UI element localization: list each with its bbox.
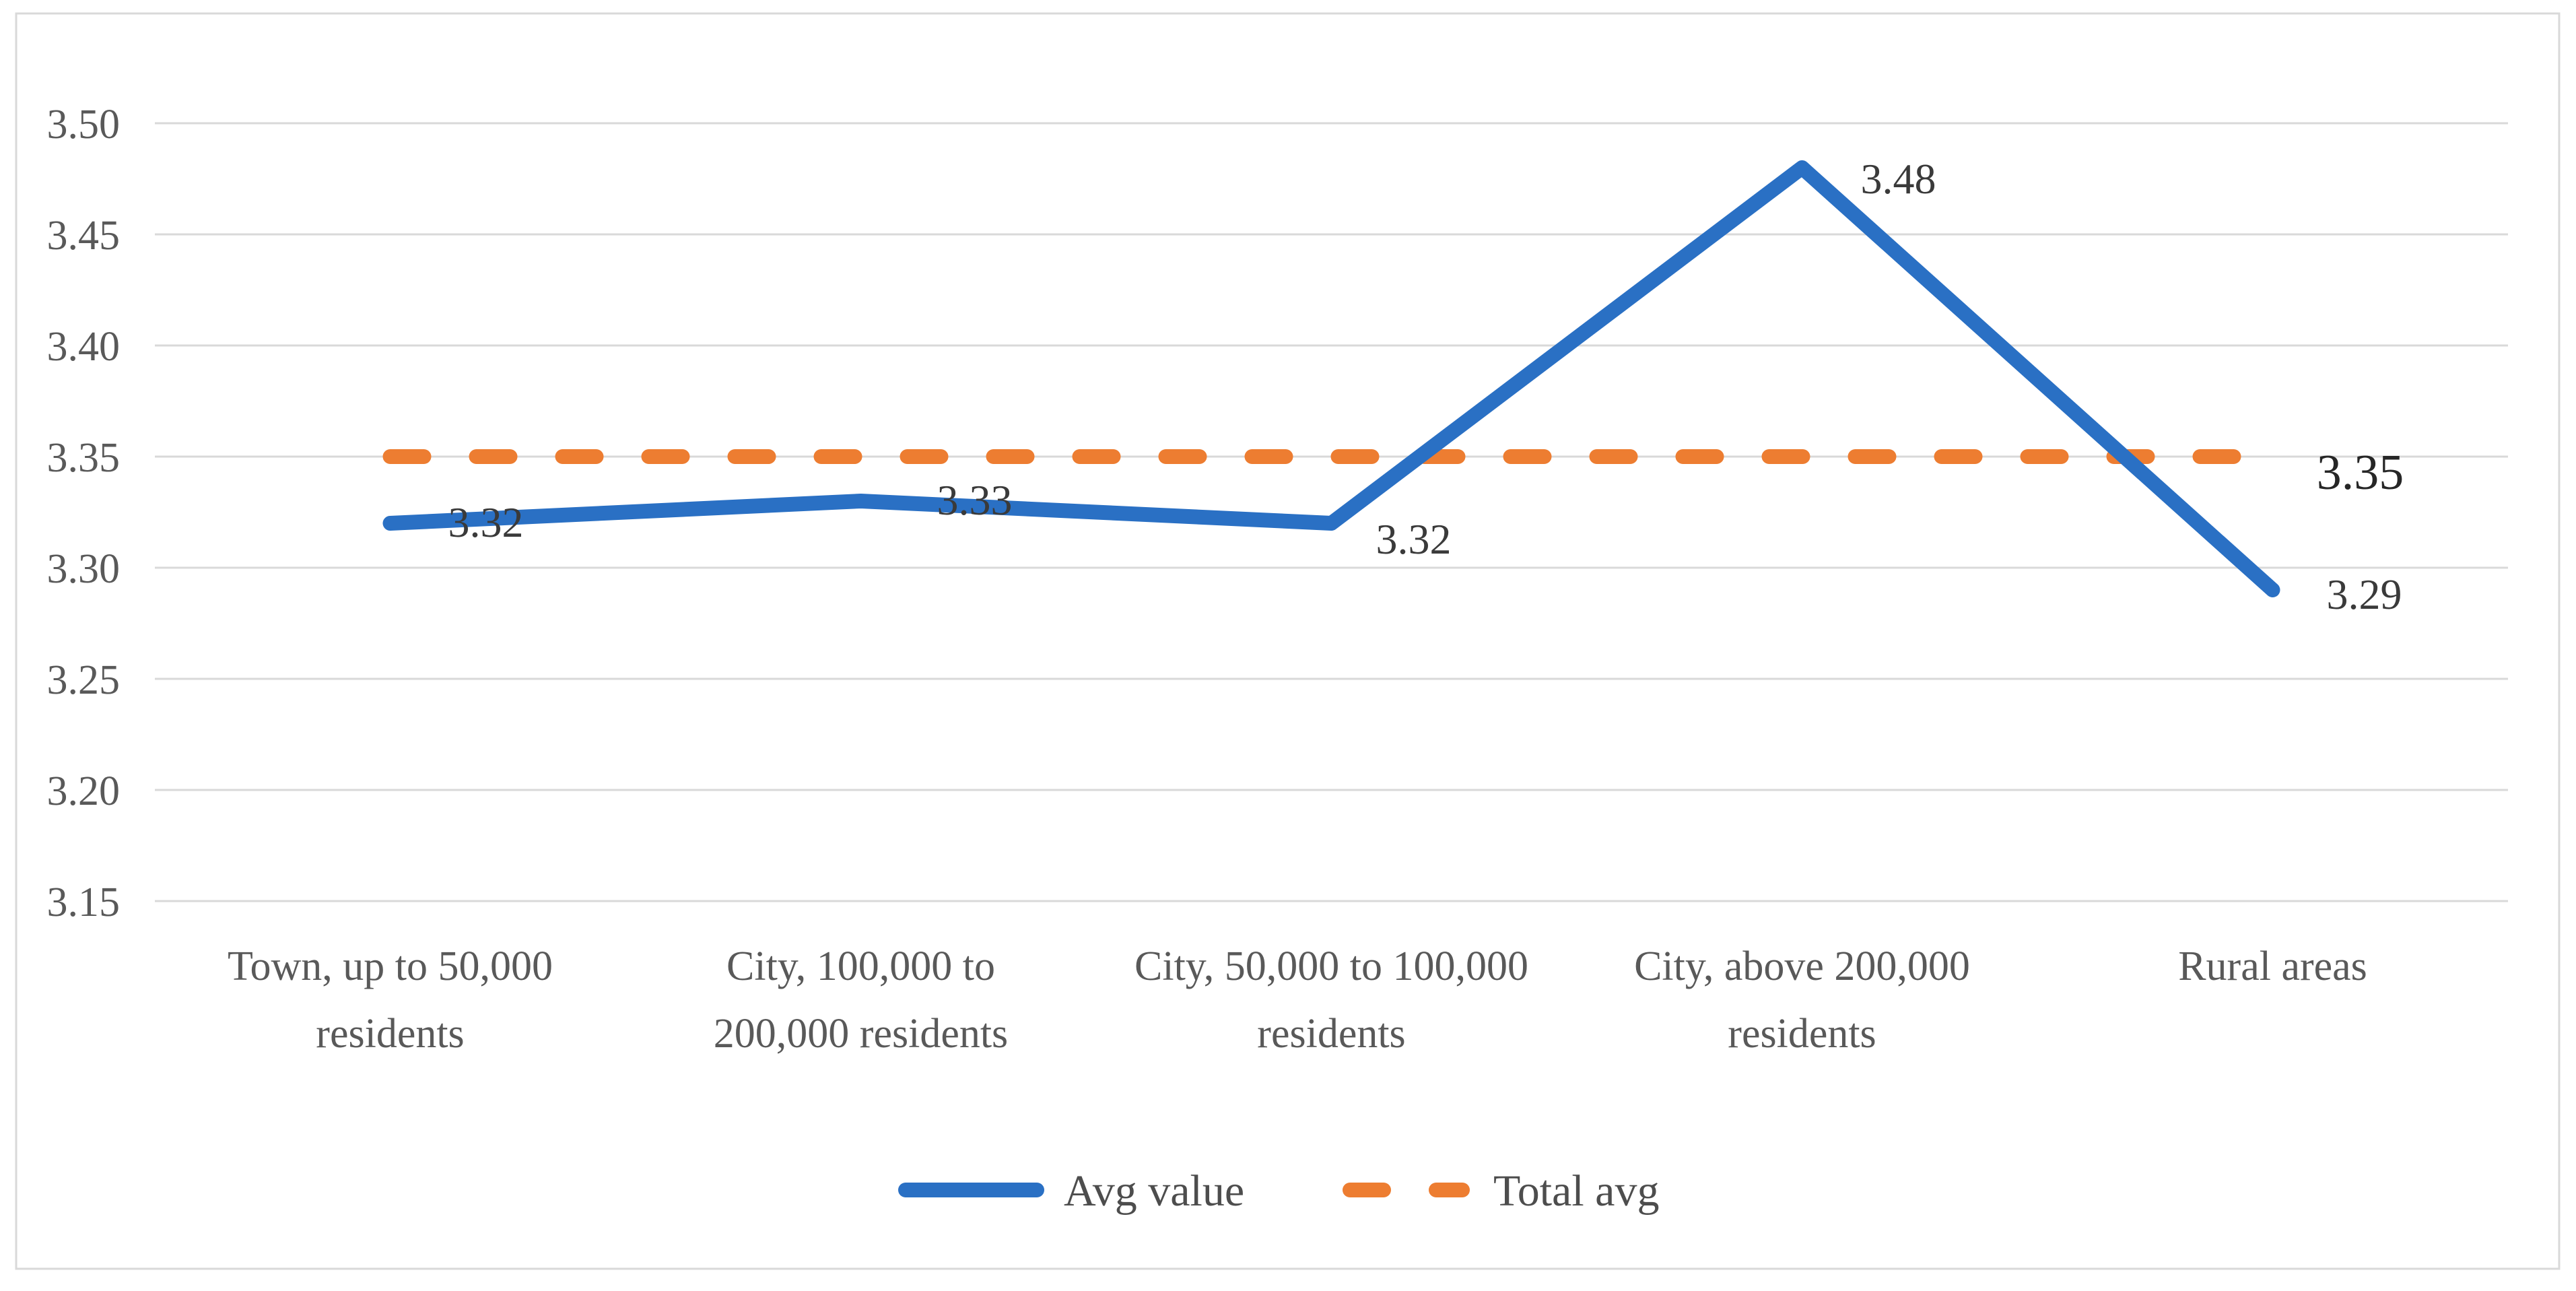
y-axis-tick-label: 3.15 <box>47 880 121 925</box>
x-axis-category-label-line: Town, up to 50,000 <box>228 944 553 989</box>
data-label: 3.29 <box>2327 570 2402 618</box>
x-axis-category-label: Town, up to 50,000 residents <box>228 944 553 1057</box>
x-axis-category-label-line: City, 100,000 to <box>726 944 995 989</box>
x-axis-category-label: City, above 200,000 residents <box>1634 944 1970 1057</box>
data-label: 3.32 <box>1376 515 1452 563</box>
total-avg-data-label: 3.35 <box>2317 445 2404 500</box>
y-axis-tick-label: 3.20 <box>47 768 121 814</box>
data-label: 3.48 <box>1861 155 1936 203</box>
y-axis-tick-label: 3.35 <box>47 435 121 481</box>
x-axis-category-label-line: residents <box>1728 1011 1876 1057</box>
x-axis-category-label: City, 50,000 to 100,000 residents <box>1134 944 1528 1057</box>
y-axis-tick-label: 3.25 <box>47 657 121 703</box>
y-axis-tick-label: 3.30 <box>47 546 121 592</box>
x-axis-category-label: Rural areas <box>2178 944 2367 989</box>
data-label: 3.33 <box>937 476 1013 524</box>
avg-value-line <box>382 160 2280 597</box>
legend-label-total-avg: Total avg <box>1493 1166 1659 1216</box>
x-axis-category-label-line: residents <box>1257 1011 1405 1057</box>
x-axis-category-label-line: City, above 200,000 <box>1634 944 1970 989</box>
y-axis-tick-label: 3.40 <box>47 324 121 370</box>
data-label: 3.32 <box>448 498 524 546</box>
chart-border <box>15 12 2561 1270</box>
x-axis-category-label-line: Rural areas <box>2178 944 2367 989</box>
y-axis-tick-label: 3.50 <box>47 102 121 147</box>
legend-label-avg-value: Avg value <box>1064 1166 1244 1216</box>
x-axis-category-label-line: 200,000 residents <box>714 1011 1008 1057</box>
y-axis-tick-label: 3.45 <box>47 213 121 259</box>
x-axis-category-label-line: City, 50,000 to 100,000 <box>1134 944 1528 989</box>
x-axis-category-label: City, 100,000 to 200,000 residents <box>714 944 1008 1057</box>
x-axis-category-label-line: residents <box>316 1011 464 1057</box>
